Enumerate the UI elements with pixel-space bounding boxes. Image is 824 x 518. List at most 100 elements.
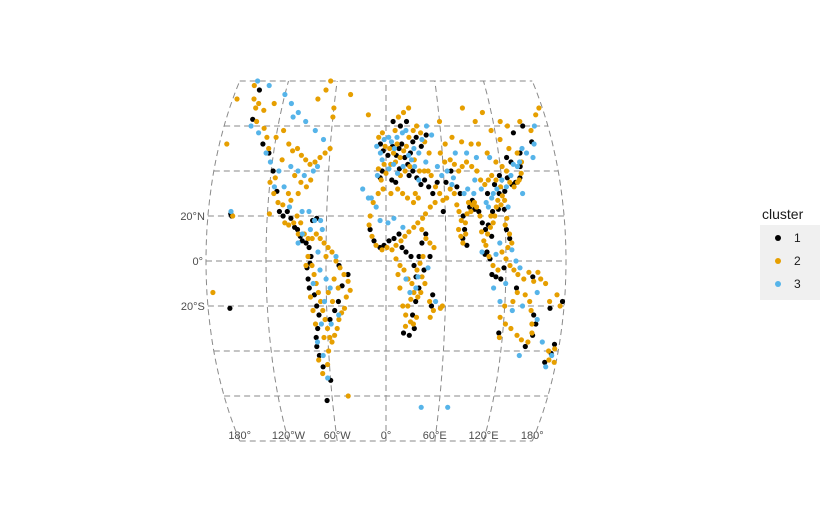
point-cluster-2 [481,238,487,244]
point-cluster-2 [410,127,416,134]
point-cluster-2 [331,105,337,111]
point-cluster-2 [373,242,379,248]
point-cluster-1 [503,226,509,233]
point-cluster-3 [373,204,379,210]
point-cluster-2 [281,127,287,134]
legend-title: cluster [762,206,804,222]
point-cluster-2 [295,190,301,197]
point-cluster-2 [387,145,393,152]
point-cluster-3 [295,168,301,174]
point-cluster-3 [465,186,471,192]
x-tick-label: 180° [228,430,251,442]
point-cluster-2 [475,141,482,147]
point-cluster-3 [307,226,313,233]
point-cluster-1 [400,330,407,336]
graticule-grid [205,80,567,442]
point-cluster-2 [419,274,425,280]
point-cluster-2 [411,289,417,296]
point-cluster-1 [399,141,405,147]
point-cluster-1 [386,238,392,244]
point-cluster-3 [318,321,324,327]
point-cluster-3 [478,186,484,192]
point-cluster-3 [517,265,523,271]
point-cluster-2 [393,256,399,262]
point-cluster-3 [400,163,406,170]
point-cluster-2 [488,213,494,219]
point-cluster-3 [325,375,331,381]
point-cluster-2 [507,179,513,185]
point-cluster-1 [313,334,319,341]
point-cluster-2 [451,161,457,167]
point-cluster-2 [417,260,423,266]
point-cluster-3 [489,195,495,201]
point-cluster-2 [379,247,385,253]
point-cluster-2 [406,229,412,235]
point-cluster-3 [263,150,269,156]
point-cluster-2 [271,100,277,107]
point-cluster-2 [451,190,457,197]
point-cluster-2 [515,271,521,278]
point-cluster-2 [397,285,403,291]
point-cluster-1 [306,285,312,291]
point-cluster-2 [315,96,321,102]
point-cluster-2 [459,105,465,111]
point-cluster-2 [316,357,322,363]
point-cluster-2 [493,177,499,183]
point-cluster-2 [272,175,278,181]
point-cluster-3 [490,190,496,197]
point-cluster-3 [416,177,422,183]
point-cluster-2 [469,163,475,170]
x-tick-label: 180° [521,430,544,442]
point-cluster-1 [533,321,539,327]
point-cluster-3 [520,190,526,197]
point-cluster-1 [531,312,537,318]
point-cluster-2 [477,213,483,219]
point-cluster-2 [266,211,272,217]
point-cluster-1 [491,181,498,188]
point-cluster-1 [408,253,414,260]
point-cluster-2 [518,170,524,176]
point-cluster-1 [276,208,282,215]
point-cluster-2 [305,235,311,242]
point-cluster-3 [360,186,366,192]
point-cluster-2 [309,235,315,242]
point-cluster-2 [517,118,523,125]
point-cluster-1 [418,143,424,149]
point-cluster-1 [496,330,502,336]
point-cluster-3 [444,168,450,174]
point-cluster-2 [410,199,417,206]
point-cluster-3 [288,100,294,107]
y-axis-ticks: 20°N 0° 20°S [180,211,205,313]
point-cluster-2 [478,177,484,183]
point-cluster-2 [317,235,323,242]
point-cluster-2 [463,159,470,165]
point-cluster-3 [461,190,467,197]
point-cluster-3 [318,217,324,224]
point-cluster-1 [454,184,460,190]
point-cluster-2 [546,357,552,363]
point-cluster-3 [377,217,383,224]
point-cluster-1 [513,285,520,291]
point-cluster-2 [504,123,510,129]
point-cluster-3 [286,204,293,210]
point-cluster-2 [484,150,490,156]
point-cluster-3 [412,163,418,170]
legend-label-3: 3 [794,277,801,291]
point-cluster-2 [251,82,257,89]
point-cluster-1 [367,226,373,233]
point-cluster-2 [447,157,453,163]
point-cluster-2 [282,220,288,226]
point-cluster-3 [271,184,277,190]
point-cluster-2 [454,202,460,208]
point-cluster-3 [328,321,334,327]
point-cluster-2 [404,195,411,201]
point-cluster-2 [499,163,505,170]
point-cluster-2 [440,197,446,203]
point-cluster-2 [458,217,464,224]
point-cluster-2 [348,91,354,98]
point-cluster-3 [473,154,479,161]
point-cluster-2 [336,316,342,323]
point-cluster-2 [383,170,389,176]
point-cluster-2 [327,145,333,152]
point-cluster-1 [397,123,403,129]
